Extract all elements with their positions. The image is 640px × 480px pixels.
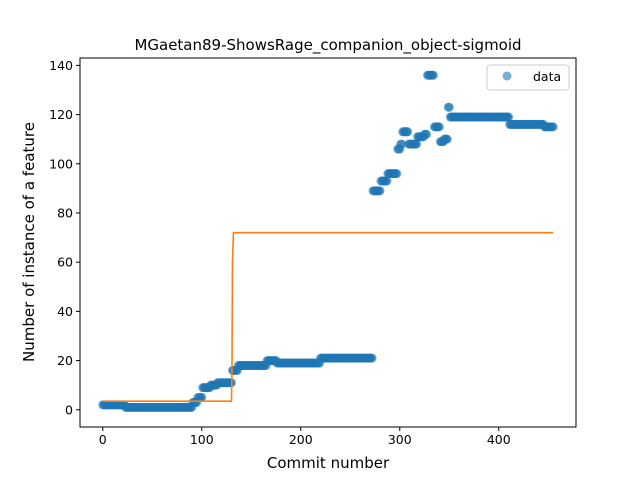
- data-point: [197, 392, 207, 402]
- y-axis-label: Number of instance of a feature: [20, 122, 38, 362]
- y-tick-label: 0: [65, 402, 73, 417]
- data-point: [442, 134, 452, 144]
- x-tick-label: 0: [99, 432, 107, 447]
- data-point: [422, 129, 432, 139]
- data-point: [428, 70, 438, 80]
- y-tick-label: 100: [49, 156, 73, 171]
- data-point: [382, 176, 392, 186]
- y-axis-ticks: 0 20 40 60 80 100 120 140: [49, 58, 80, 417]
- x-tick-label: 300: [388, 432, 412, 447]
- data-point: [397, 139, 407, 149]
- data-point: [412, 139, 422, 149]
- x-tick-label: 200: [289, 432, 313, 447]
- data-point: [548, 122, 558, 132]
- data-point: [403, 127, 413, 137]
- data-point: [444, 102, 454, 112]
- x-tick-label: 400: [487, 432, 511, 447]
- legend-label-data: data: [533, 69, 561, 84]
- fit-line-layer: [102, 231, 554, 402]
- data-layer: [98, 70, 558, 412]
- y-tick-label: 20: [57, 353, 73, 368]
- y-tick-label: 140: [49, 58, 73, 73]
- y-tick-label: 40: [57, 304, 73, 319]
- x-axis-ticks: 0 100 200 300 400: [99, 427, 511, 447]
- chart-title: MGaetan89-ShowsRage_companion_object-sig…: [134, 36, 521, 55]
- data-point: [504, 112, 514, 122]
- axes-frame: [79, 57, 577, 428]
- x-axis-label: Commit number: [267, 454, 390, 472]
- legend-marker-data: [502, 71, 512, 81]
- legend: data: [486, 64, 570, 91]
- legend-frame: [486, 64, 570, 91]
- y-tick-label: 120: [49, 107, 73, 122]
- data-point: [367, 353, 377, 363]
- y-tick-label: 60: [57, 255, 73, 270]
- data-point: [392, 169, 402, 179]
- data-point: [375, 186, 385, 196]
- x-tick-label: 100: [190, 432, 214, 447]
- y-tick-label: 80: [57, 205, 73, 220]
- data-point: [434, 122, 444, 132]
- sigmoid-fit-line: [102, 231, 554, 402]
- plot-area: [98, 70, 558, 412]
